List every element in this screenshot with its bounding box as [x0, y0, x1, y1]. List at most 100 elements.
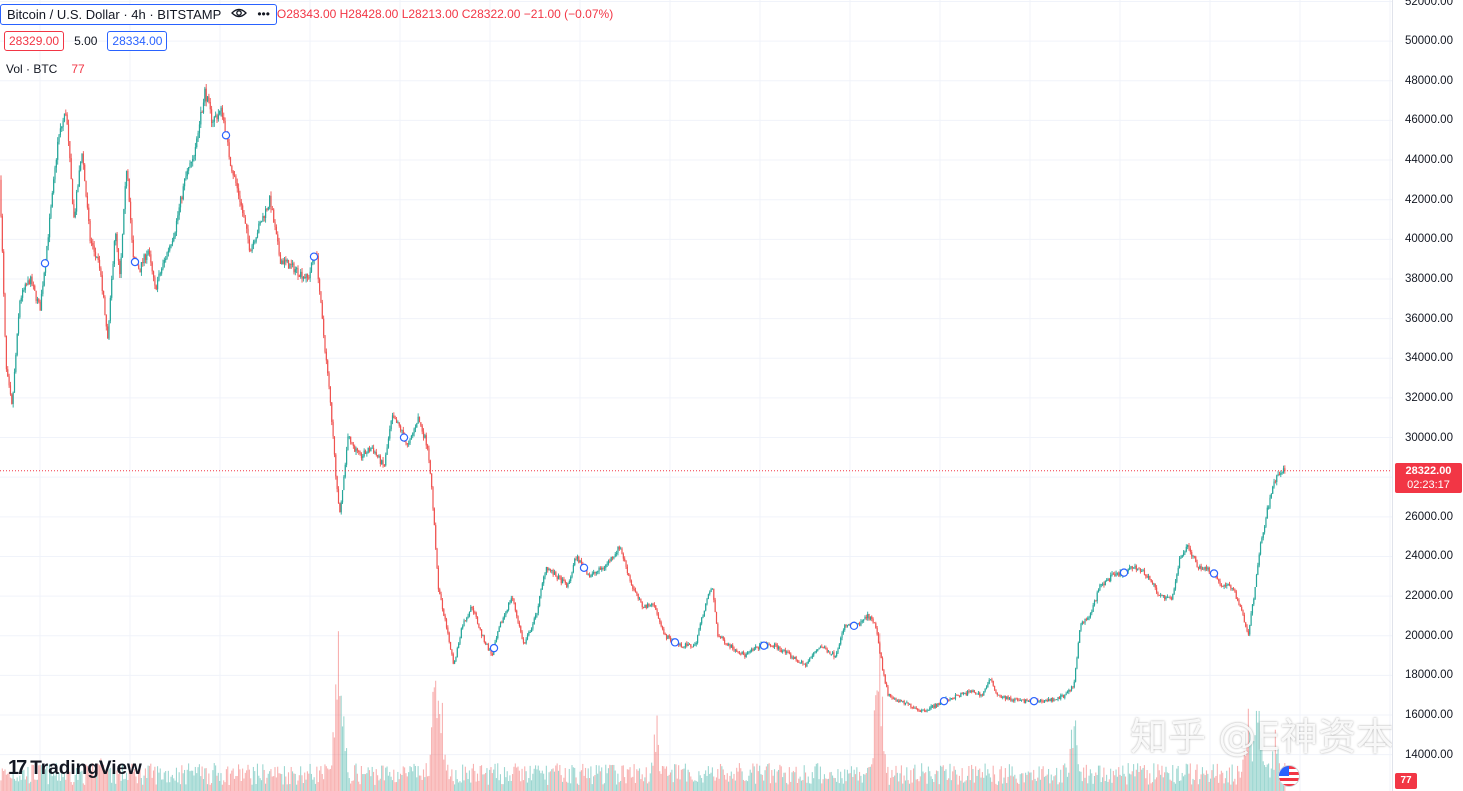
candle-body — [560, 577, 562, 584]
volume-bar — [1227, 782, 1229, 791]
event-marker[interactable] — [670, 638, 680, 647]
volume-bar — [1241, 771, 1243, 791]
candle-body — [1052, 697, 1054, 702]
candle-body — [1093, 600, 1096, 606]
event-marker[interactable] — [1119, 568, 1129, 577]
candle-body — [636, 592, 638, 594]
event-marker[interactable] — [309, 252, 319, 261]
volume-bar — [140, 777, 142, 791]
volume-legend[interactable]: Vol · BTC 77 — [6, 62, 85, 76]
volume-bar — [19, 775, 21, 791]
more-icon[interactable]: ••• — [257, 7, 270, 21]
tradingview-logo[interactable]: 17 TradingView — [8, 757, 142, 780]
volume-bar — [1026, 774, 1028, 791]
event-marker[interactable] — [130, 257, 140, 267]
candle-body — [482, 635, 484, 637]
eye-icon[interactable] — [231, 7, 248, 22]
volume-bar — [607, 768, 609, 791]
volume-bar — [512, 774, 514, 791]
candle-body — [668, 635, 670, 638]
volume-bar — [895, 765, 897, 791]
candle-body — [220, 107, 222, 112]
candle-body — [1014, 698, 1016, 701]
volume-bar — [1061, 782, 1063, 791]
volume-bar — [408, 772, 410, 791]
volume-bar — [625, 783, 627, 791]
candle-body — [865, 616, 867, 619]
volume-bar — [1124, 776, 1127, 791]
candle-body — [139, 268, 141, 273]
volume-bar — [520, 781, 522, 791]
candle-body — [53, 179, 55, 193]
volume-bar — [1266, 764, 1268, 791]
candle-body — [651, 603, 653, 606]
price-tick-label: 24000.00 — [1405, 550, 1453, 563]
event-marker[interactable] — [221, 131, 231, 140]
candle-body — [266, 208, 268, 210]
volume-bar — [780, 766, 782, 791]
candle-body — [937, 703, 939, 707]
candle-body — [62, 120, 64, 127]
candle-body — [1216, 576, 1218, 580]
candle-body — [890, 694, 892, 697]
chart-pane[interactable]: Bitcoin / U.S. Dollar · 4h · BITSTAMP ••… — [0, 0, 1394, 791]
event-marker[interactable] — [489, 643, 499, 653]
candle-body — [336, 476, 338, 490]
candle-body — [35, 290, 37, 301]
bid-price-button[interactable]: 28329.00 — [4, 31, 65, 51]
volume-bar — [401, 775, 403, 791]
candle-body — [1232, 588, 1235, 590]
candle-body — [382, 460, 384, 465]
event-marker[interactable] — [40, 259, 50, 268]
volume-bar — [1207, 773, 1209, 791]
candle-body — [872, 618, 874, 623]
us-flag-icon[interactable] — [1278, 765, 1300, 787]
event-marker[interactable] — [939, 696, 949, 706]
volume-bar — [989, 777, 992, 791]
candle-body — [840, 637, 842, 645]
volume-bar — [533, 768, 535, 791]
candle-body — [1181, 555, 1183, 558]
event-marker[interactable] — [579, 563, 589, 572]
candle-body — [559, 575, 561, 578]
candle-body — [12, 392, 14, 404]
candle-body — [269, 195, 271, 207]
candle-body — [1145, 574, 1147, 576]
volume-bar — [524, 766, 526, 791]
candle-body — [648, 603, 650, 607]
candle-body — [837, 648, 839, 653]
event-marker[interactable] — [399, 433, 409, 442]
volume-bar — [911, 782, 913, 791]
volume-bar — [16, 777, 18, 791]
volume-bar — [637, 770, 639, 791]
candle-body — [1161, 594, 1163, 596]
candle-body — [4, 293, 6, 336]
ask-price-button[interactable]: 28334.00 — [107, 31, 168, 51]
volume-bar — [248, 769, 250, 791]
candle-body — [930, 706, 932, 708]
candle-body — [398, 422, 400, 426]
candle-body — [1104, 580, 1106, 586]
event-marker[interactable] — [1029, 696, 1039, 706]
candle-body — [391, 415, 394, 421]
candle-body — [598, 567, 600, 572]
symbol-title[interactable]: Bitcoin / U.S. Dollar · 4h · BITSTAMP — [7, 6, 222, 22]
volume-bar — [246, 770, 248, 791]
candle-body — [105, 315, 107, 327]
event-marker[interactable] — [759, 641, 769, 650]
event-marker[interactable] — [1209, 569, 1219, 578]
candle-body — [1208, 567, 1210, 573]
volume-bar — [756, 763, 758, 791]
candlestick-chart[interactable] — [0, 0, 1392, 791]
candle-body — [348, 436, 350, 438]
candle-body — [953, 698, 955, 700]
volume-bar — [617, 773, 619, 791]
event-marker[interactable] — [849, 621, 859, 631]
symbol-title-box[interactable]: Bitcoin / U.S. Dollar · 4h · BITSTAMP ••… — [0, 3, 277, 25]
candle-body — [652, 603, 654, 605]
price-axis[interactable]: 52000.00 50000.00 48000.00 46000.00 44000.00… — [1392, 0, 1463, 791]
candle-body — [842, 629, 844, 634]
volume-bar — [324, 764, 326, 791]
price-tick-label: 36000.00 — [1405, 312, 1453, 325]
candle-body — [643, 607, 645, 609]
